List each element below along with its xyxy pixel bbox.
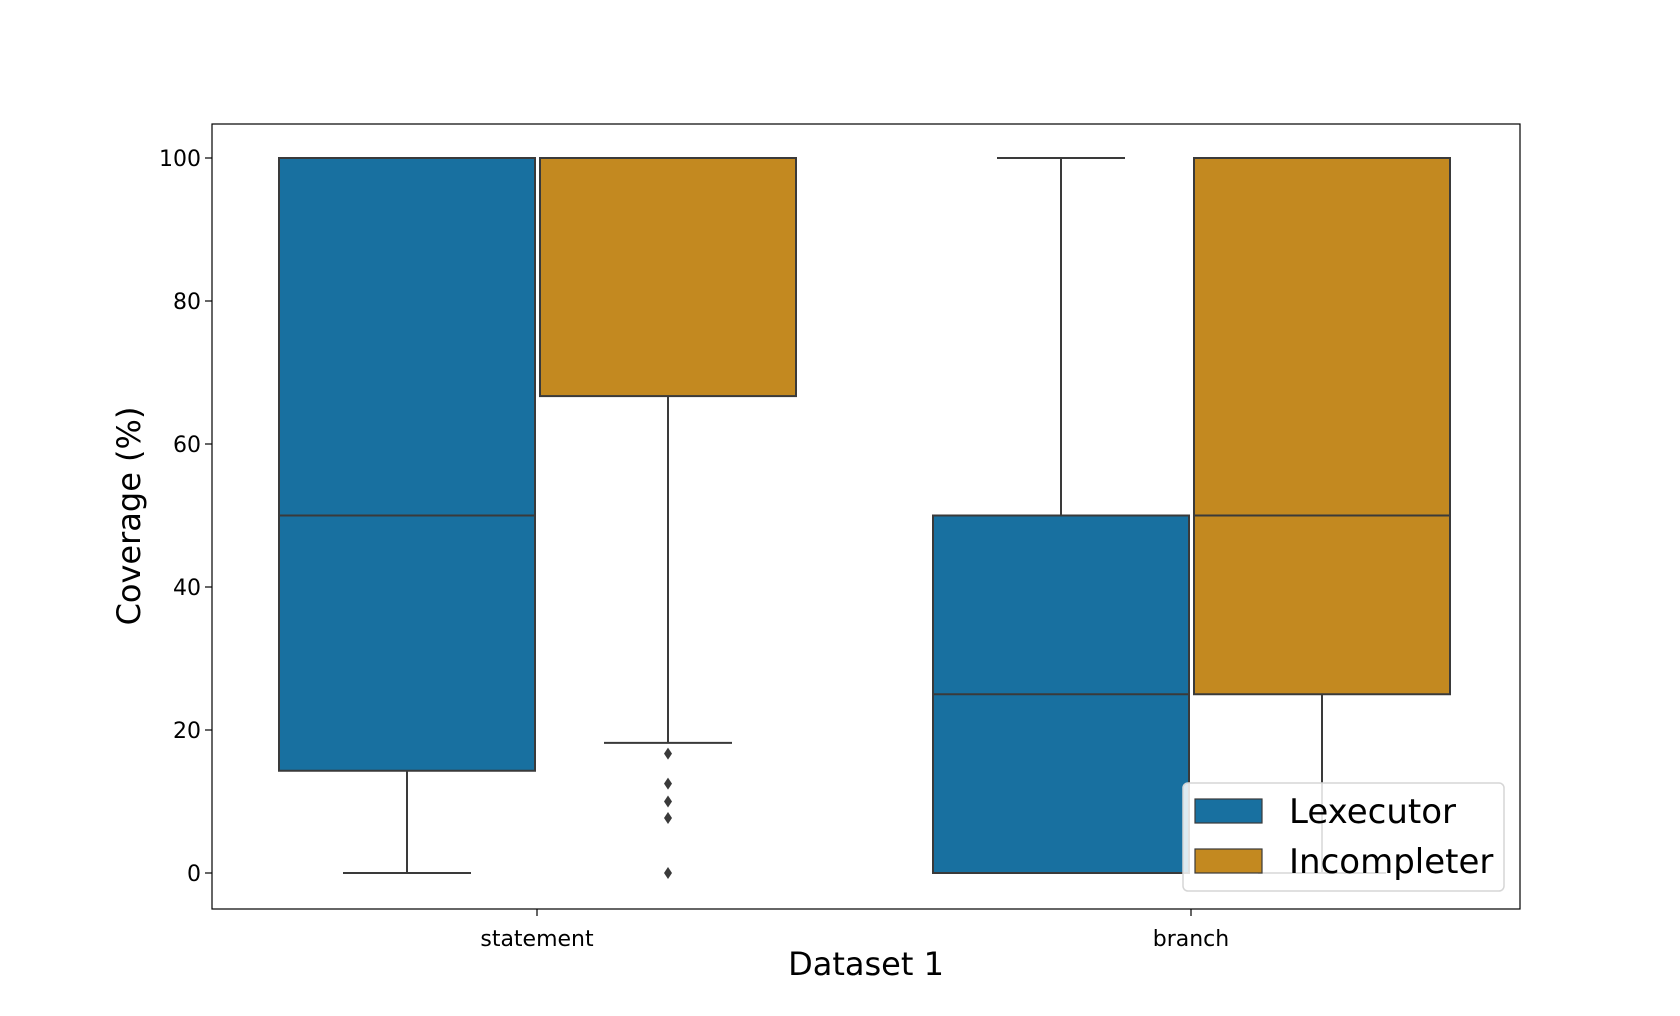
y-tick-label: 0 <box>187 862 201 887</box>
legend-swatch-incompleter <box>1194 848 1263 874</box>
boxes-layer <box>278 157 1451 879</box>
x-tick-label: statement <box>480 927 594 952</box>
box-iqr <box>539 157 797 398</box>
legend-frame <box>1182 782 1505 892</box>
box-incompleter-branch <box>1193 157 1451 874</box>
box-iqr <box>278 157 536 772</box>
y-tick-label: 40 <box>173 576 201 601</box>
y-tick-label: 20 <box>173 719 201 744</box>
legend: Lexecutor Incompleter <box>1182 782 1505 892</box>
outlier-point <box>664 867 672 879</box>
plot-area-frame <box>211 123 1521 910</box>
x-axis-label: Dataset 1 <box>788 945 944 983</box>
box-lexecutor-statement <box>278 157 536 874</box>
box-lexecutor-branch <box>932 157 1190 874</box>
legend-label-lexecutor: Lexecutor <box>1289 792 1456 832</box>
y-tick-label: 80 <box>173 290 201 315</box>
legend-swatch-lexecutor <box>1194 798 1263 824</box>
x-tick-label: branch <box>1153 927 1229 952</box>
y-axis-label: Coverage (%) <box>110 407 148 626</box>
x-axis: statement branch <box>480 909 1229 952</box>
y-tick-label: 100 <box>159 147 201 172</box>
outlier-point <box>664 747 672 760</box>
outlier-point <box>664 795 672 808</box>
y-tick-label: 60 <box>173 433 201 458</box>
outlier-point <box>664 777 672 790</box>
legend-label-incompleter: Incompleter <box>1289 842 1493 882</box>
outlier-point <box>664 811 672 824</box>
box-iqr <box>1193 157 1451 696</box>
box-incompleter-statement <box>539 157 797 879</box>
y-axis: 0 20 40 60 80 100 <box>159 147 212 887</box>
